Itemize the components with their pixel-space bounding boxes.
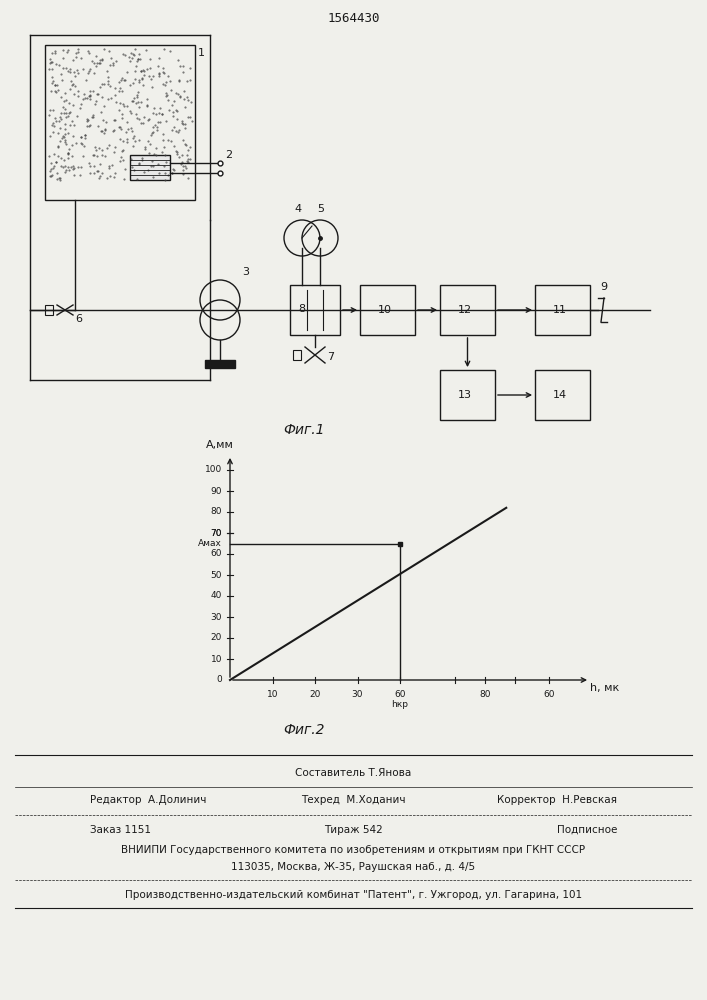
Bar: [290, 285, 340, 335]
Text: 1: 1: [198, 48, 205, 58]
Text: 40: 40: [211, 591, 222, 600]
Text: Aмах: Aмах: [198, 539, 222, 548]
Text: 113035, Москва, Ж-35, Раушская наб., д. 4/5: 113035, Москва, Ж-35, Раушская наб., д. …: [231, 862, 476, 872]
Text: 1564430: 1564430: [327, 11, 380, 24]
Text: h, мк: h, мк: [590, 683, 619, 693]
Text: 50: 50: [211, 570, 222, 580]
Text: Производственно-издательский комбинат "Патент", г. Ужгород, ул. Гагарина, 101: Производственно-издательский комбинат "П…: [125, 890, 582, 900]
Bar: [45, 305, 53, 315]
Text: 14: 14: [553, 390, 567, 400]
Text: Корректор  Н.Ревская: Корректор Н.Ревская: [497, 795, 617, 805]
Bar: [440, 370, 495, 420]
Text: 80: 80: [479, 690, 491, 699]
Text: A,мм: A,мм: [206, 440, 234, 450]
Bar: [293, 350, 301, 360]
Bar: [360, 285, 415, 335]
Text: 13: 13: [458, 390, 472, 400]
Text: 60: 60: [543, 690, 554, 699]
Bar: [130, 155, 170, 180]
Text: 60: 60: [395, 690, 406, 699]
Text: 12: 12: [458, 305, 472, 315]
Text: Техред  М.Ходанич: Техред М.Ходанич: [301, 795, 406, 805]
Text: 80: 80: [211, 508, 222, 516]
Text: 4: 4: [294, 204, 301, 214]
Text: 100: 100: [205, 466, 222, 475]
Text: 10: 10: [267, 690, 279, 699]
Text: 7: 7: [327, 352, 334, 362]
Text: 30: 30: [211, 612, 222, 621]
Text: 9: 9: [600, 282, 607, 292]
Text: 20: 20: [310, 690, 321, 699]
Text: Редактор  А.Долинич: Редактор А.Долинич: [90, 795, 206, 805]
Text: Фиг.2: Фиг.2: [283, 723, 325, 737]
Text: 11: 11: [553, 305, 567, 315]
Bar: [440, 285, 495, 335]
Text: Фиг.1: Фиг.1: [283, 423, 325, 437]
Bar: [205, 360, 235, 368]
Text: 20: 20: [211, 634, 222, 643]
Text: 90: 90: [211, 487, 222, 495]
Text: 70: 70: [211, 528, 222, 538]
Text: ВНИИПИ Государственного комитета по изобретениям и открытиям при ГКНТ СССР: ВНИИПИ Государственного комитета по изоб…: [122, 845, 585, 855]
Text: 10: 10: [378, 305, 392, 315]
Text: Составитель Т.Янова: Составитель Т.Янова: [296, 768, 411, 778]
Text: 2: 2: [225, 149, 232, 159]
Text: hкр: hкр: [392, 700, 409, 709]
Text: 60: 60: [211, 550, 222, 558]
Text: Подписное: Подписное: [556, 825, 617, 835]
Text: 8: 8: [298, 304, 305, 314]
Text: 5: 5: [317, 204, 324, 214]
Text: 30: 30: [352, 690, 363, 699]
Bar: [535, 285, 590, 335]
Text: 10: 10: [211, 654, 222, 664]
Bar: [45, 45, 195, 200]
Text: 70: 70: [211, 528, 222, 538]
Bar: [535, 370, 590, 420]
Text: Тираж 542: Тираж 542: [324, 825, 383, 835]
Bar: [398, 542, 402, 546]
Text: Заказ 1151: Заказ 1151: [90, 825, 151, 835]
Text: 6: 6: [75, 314, 82, 324]
Text: 3: 3: [242, 267, 249, 277]
Text: 0: 0: [216, 676, 222, 684]
